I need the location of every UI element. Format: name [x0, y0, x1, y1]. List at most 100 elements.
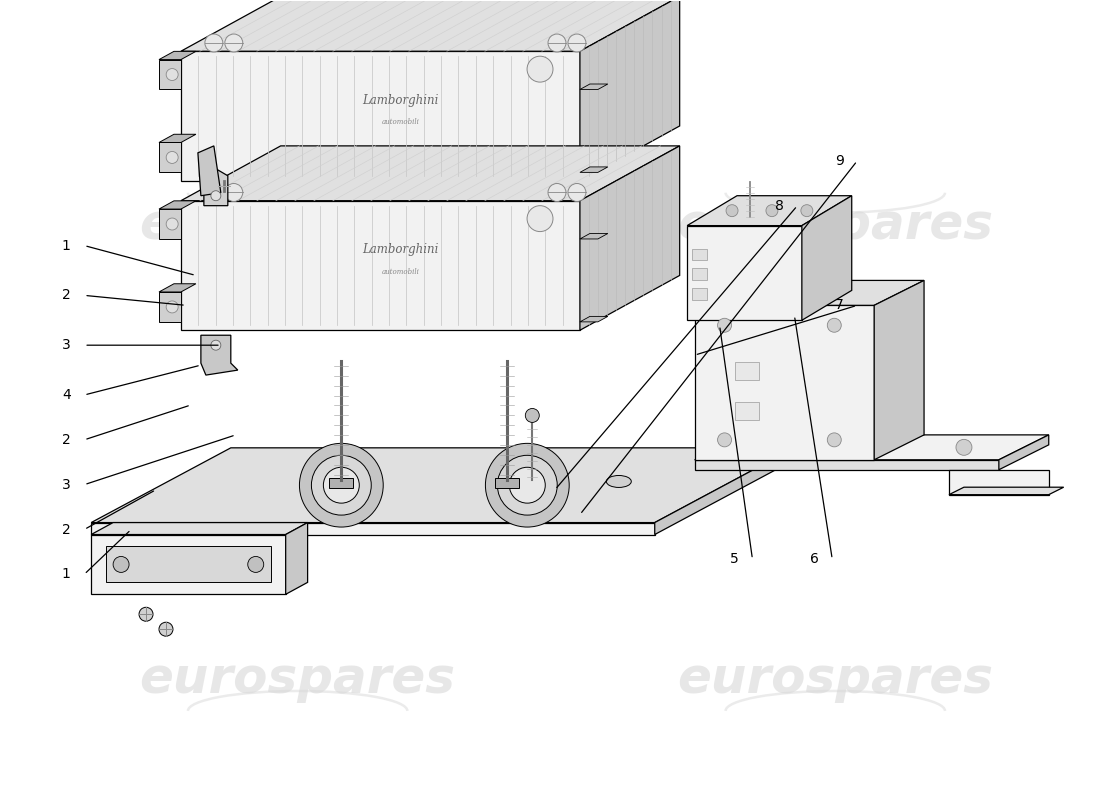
Polygon shape: [495, 478, 519, 488]
Circle shape: [211, 190, 221, 201]
Circle shape: [224, 34, 243, 52]
Text: 4: 4: [62, 388, 70, 402]
Polygon shape: [694, 460, 999, 470]
Circle shape: [827, 318, 842, 332]
Circle shape: [548, 183, 566, 202]
Circle shape: [299, 443, 383, 527]
Polygon shape: [999, 435, 1048, 470]
Text: 3: 3: [62, 478, 70, 492]
Polygon shape: [949, 487, 1064, 494]
Polygon shape: [694, 306, 874, 460]
Circle shape: [160, 622, 173, 636]
Polygon shape: [802, 196, 851, 320]
Circle shape: [717, 318, 732, 332]
Polygon shape: [91, 448, 794, 522]
Polygon shape: [580, 146, 680, 330]
Circle shape: [485, 443, 569, 527]
Circle shape: [527, 206, 553, 231]
Text: eurospares: eurospares: [140, 201, 455, 249]
Text: Lamborghini: Lamborghini: [362, 243, 439, 257]
Text: automobili: automobili: [382, 268, 419, 276]
Text: 2: 2: [62, 522, 70, 537]
Polygon shape: [949, 470, 1048, 494]
Circle shape: [827, 433, 842, 447]
Circle shape: [527, 56, 553, 82]
Polygon shape: [694, 435, 1048, 460]
Circle shape: [717, 433, 732, 447]
Text: 3: 3: [62, 338, 70, 352]
Polygon shape: [91, 522, 308, 534]
Bar: [692, 288, 707, 300]
Circle shape: [526, 409, 539, 422]
Text: 2: 2: [62, 433, 70, 447]
Circle shape: [956, 439, 972, 455]
Ellipse shape: [606, 475, 631, 487]
Circle shape: [311, 455, 372, 515]
Polygon shape: [160, 284, 196, 292]
Polygon shape: [160, 201, 196, 209]
Polygon shape: [204, 166, 228, 206]
Polygon shape: [91, 534, 286, 594]
Circle shape: [497, 455, 558, 515]
Text: eurospares: eurospares: [678, 201, 993, 249]
Circle shape: [248, 557, 264, 572]
Polygon shape: [180, 51, 580, 181]
Circle shape: [726, 205, 738, 217]
Polygon shape: [580, 0, 680, 181]
Text: 1: 1: [62, 567, 70, 582]
Polygon shape: [694, 281, 924, 306]
Circle shape: [801, 205, 813, 217]
Circle shape: [323, 467, 360, 503]
Bar: [692, 269, 707, 281]
Text: eurospares: eurospares: [678, 655, 993, 703]
Bar: [735, 362, 759, 380]
Circle shape: [568, 183, 586, 202]
Circle shape: [224, 183, 243, 202]
Polygon shape: [688, 196, 851, 226]
Polygon shape: [160, 134, 196, 142]
Circle shape: [766, 205, 778, 217]
Bar: [692, 249, 707, 261]
Polygon shape: [580, 84, 608, 90]
Polygon shape: [160, 142, 180, 172]
Circle shape: [548, 34, 566, 52]
Polygon shape: [580, 167, 608, 172]
Circle shape: [211, 340, 221, 350]
Polygon shape: [329, 478, 353, 488]
Text: automobili: automobili: [382, 118, 419, 126]
Text: 8: 8: [776, 198, 784, 213]
Polygon shape: [106, 546, 271, 582]
Polygon shape: [201, 335, 238, 375]
Circle shape: [166, 218, 178, 230]
Polygon shape: [160, 292, 180, 322]
Polygon shape: [198, 146, 221, 196]
Polygon shape: [160, 209, 180, 239]
Polygon shape: [286, 522, 308, 594]
Polygon shape: [688, 226, 802, 320]
Polygon shape: [654, 448, 794, 534]
Polygon shape: [180, 146, 680, 201]
Circle shape: [166, 301, 178, 313]
Text: Lamborghini: Lamborghini: [362, 94, 439, 107]
Text: 9: 9: [835, 154, 844, 168]
Text: eurospares: eurospares: [140, 655, 455, 703]
Text: 2: 2: [62, 288, 70, 302]
Circle shape: [166, 69, 178, 81]
Text: 6: 6: [810, 553, 818, 566]
Polygon shape: [580, 234, 608, 239]
Text: 7: 7: [835, 298, 844, 312]
Polygon shape: [180, 0, 680, 51]
Circle shape: [139, 607, 153, 622]
Circle shape: [568, 34, 586, 52]
Polygon shape: [580, 316, 608, 322]
Text: 5: 5: [730, 553, 739, 566]
Circle shape: [113, 557, 129, 572]
Polygon shape: [91, 522, 654, 534]
Polygon shape: [180, 201, 580, 330]
Polygon shape: [874, 281, 924, 460]
Circle shape: [205, 34, 223, 52]
Polygon shape: [160, 59, 180, 90]
Bar: [735, 402, 759, 420]
Polygon shape: [160, 51, 196, 59]
Circle shape: [205, 183, 223, 202]
